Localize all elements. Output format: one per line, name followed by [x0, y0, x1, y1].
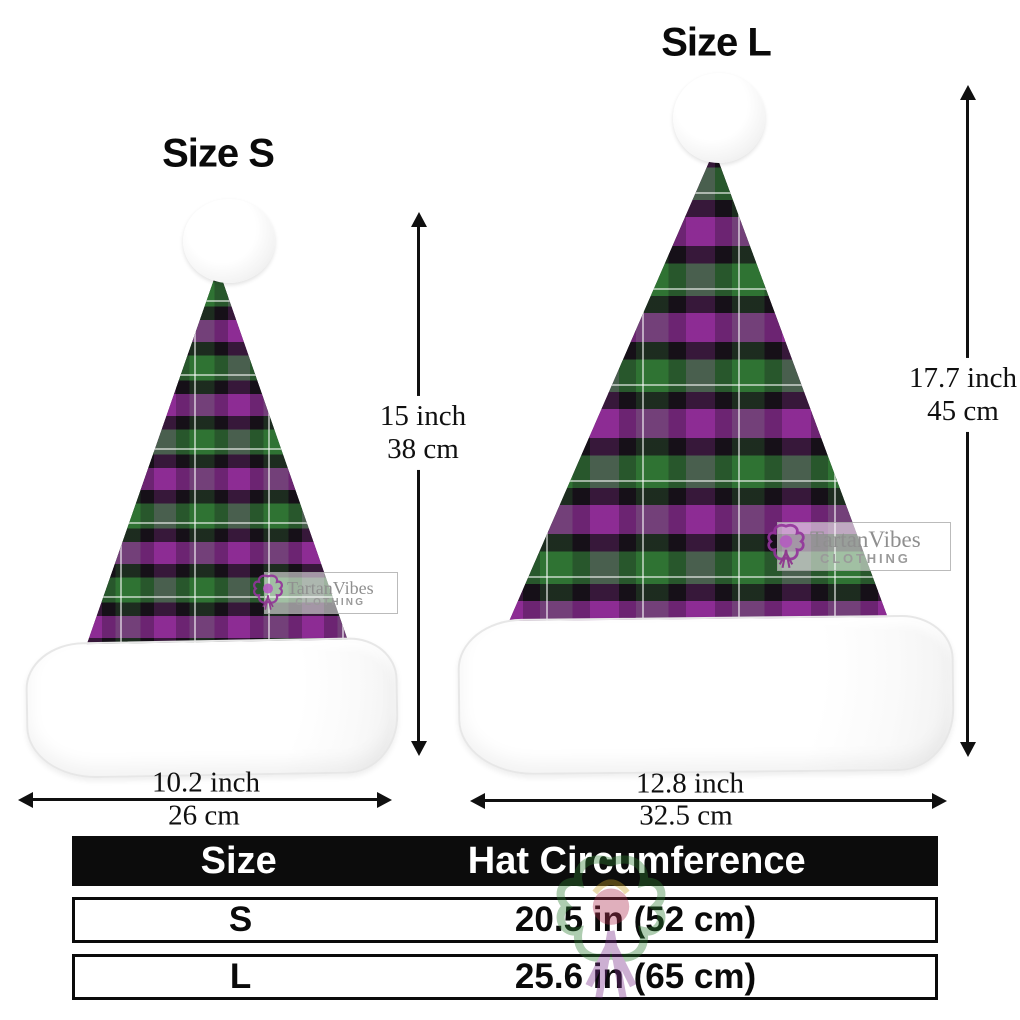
brand-subtitle: CLOTHING [819, 551, 911, 566]
width-inch-large: 12.8 inch [636, 767, 744, 800]
size-table: Size Hat Circumference S 20.5 in (52 cm)… [72, 836, 938, 1000]
brand-crest-icon [253, 574, 283, 610]
circumference-column-header: Hat Circumference [467, 839, 806, 882]
brand-watermark-large: TartanVibes CLOTHING [767, 522, 951, 571]
height-cm-small: 38 cm [387, 433, 459, 465]
brand-watermark-small: TartanVibes CLOTHING [253, 572, 398, 614]
table-row: S 20.5 in (52 cm) [72, 897, 938, 943]
height-arrow-small [417, 226, 420, 742]
height-inch-small: 15 inch [379, 399, 467, 432]
height-label-large: 17.7 inch 45 cm [902, 357, 1020, 433]
width-arrow-small [32, 798, 378, 801]
width-arrow-large [484, 799, 933, 802]
hat-l-pom-pom [673, 73, 765, 163]
width-inch-small: 10.2 inch [152, 766, 260, 799]
size-cell: S [228, 900, 253, 939]
brand-subtitle: CLOTHING [295, 596, 366, 608]
size-table-header-row: Size Hat Circumference [72, 836, 938, 886]
brand-name: TartanVibes [287, 577, 374, 598]
height-label-small: 15 inch 38 cm [372, 395, 474, 471]
height-cm-large: 45 cm [927, 395, 999, 427]
width-cm-small: 26 cm [168, 799, 240, 832]
height-inch-large: 17.7 inch [909, 361, 1017, 394]
hat-l-fur-brim [457, 614, 955, 776]
size-l-title: Size L [661, 20, 772, 65]
brand-crest-icon [767, 523, 805, 568]
width-cm-large: 32.5 cm [639, 799, 733, 832]
size-column-header: Size [200, 839, 277, 882]
hat-s-pom-pom [183, 199, 275, 283]
size-s-title: Size S [162, 131, 275, 176]
brand-name: TartanVibes [810, 527, 921, 552]
circumference-cell: 25.6 in (65 cm) [514, 957, 757, 996]
circumference-cell: 20.5 in (52 cm) [514, 900, 757, 939]
size-cell: L [229, 957, 252, 996]
hat-l-tartan-cone [494, 150, 902, 656]
table-row: L 25.6 in (65 cm) [72, 954, 938, 1000]
hat-s-fur-brim [24, 636, 400, 780]
